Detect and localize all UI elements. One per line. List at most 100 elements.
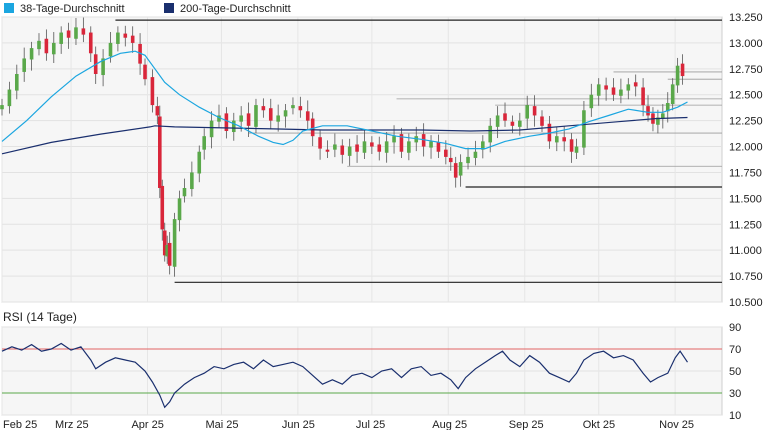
candle-body (670, 84, 675, 105)
price-tick-label: 12.000 (729, 142, 763, 154)
candle-body (661, 113, 665, 119)
candle-body (22, 58, 26, 72)
candle-body (392, 136, 396, 143)
candle-body (123, 33, 128, 38)
candle-body (298, 106, 303, 111)
candle-body (37, 40, 41, 50)
candle-body (466, 156, 470, 164)
candle-body (81, 28, 86, 35)
ma38-line (1, 50, 688, 150)
candle-body (150, 77, 155, 106)
candle-body (130, 35, 135, 43)
candle-body (665, 103, 670, 112)
candle-body (305, 111, 310, 121)
candle-body (239, 115, 243, 122)
candle-body (680, 63, 685, 77)
candles (0, 17, 685, 277)
candle-body (656, 117, 660, 125)
ma200-line (1, 116, 688, 155)
candle-body (0, 105, 4, 110)
legend: 38-Tage-Durchschnitt 200-Tage-Durchschni… (4, 3, 291, 15)
candle-body (254, 105, 258, 127)
x-axis: Feb 25 Mrz 25 Apr 25 Mai 25 Jun 25 Jul 25 Aug … (3, 419, 694, 430)
candle-body (384, 141, 389, 153)
rsi-panel: 90 70 50 30 10 (1, 322, 741, 422)
candle-body (29, 48, 34, 60)
candle-body (101, 58, 105, 76)
candle-body (540, 116, 544, 126)
candle-body (473, 151, 478, 158)
price-tick-label: 10.750 (729, 271, 763, 283)
candle-body (14, 74, 19, 91)
candle-body (407, 141, 411, 153)
candle-body (582, 110, 586, 148)
candle-body (217, 115, 221, 122)
candle-body (414, 136, 419, 143)
candle-body (458, 162, 463, 176)
level-lines (115, 19, 722, 283)
rsi-y-ticks: 90 70 50 30 10 (729, 322, 741, 422)
x-tick-label: Nov 25 (659, 419, 694, 430)
candle-body (448, 157, 453, 163)
candle-body (158, 116, 162, 188)
candle-body (444, 149, 448, 157)
candle-body (503, 113, 507, 121)
candle-body (66, 30, 71, 38)
candle-body (510, 121, 515, 126)
x-tick-label: Apr 25 (131, 419, 163, 430)
candle-body (333, 144, 337, 150)
candle-body (325, 149, 330, 152)
candle-body (155, 106, 160, 116)
price-tick-label: 12.500 (729, 90, 763, 102)
price-tick-label: 10.500 (729, 297, 763, 309)
candle-body (633, 82, 638, 87)
rsi-tick-label: 70 (729, 344, 741, 356)
candle-body (197, 151, 202, 174)
legend-label-ma38: 38-Tage-Durchschnitt (20, 3, 125, 15)
candle-body (276, 115, 280, 122)
x-tick-label: Jul 25 (356, 419, 385, 430)
candle-body (488, 125, 493, 143)
candle-body (525, 105, 530, 119)
candle-body (562, 137, 566, 142)
candle-body (7, 89, 12, 107)
price-tick-label: 12.750 (729, 64, 763, 76)
candle-body (377, 144, 382, 152)
candle-body (399, 134, 404, 152)
x-tick-label: Mrz 25 (55, 419, 89, 430)
candle-body (532, 106, 537, 116)
x-tick-label: Mai 25 (205, 419, 238, 430)
candle-body (143, 64, 147, 80)
candle-body (619, 89, 623, 96)
candle-body (355, 144, 359, 152)
x-tick-label: Aug 25 (432, 419, 467, 430)
price-tick-label: 12.250 (729, 116, 763, 128)
candle-body (182, 188, 187, 197)
candle-body (554, 136, 559, 143)
rsi-title: RSI (14 Tage) (3, 310, 77, 324)
legend-swatch-ma200 (164, 3, 174, 13)
price-plot-background (1, 16, 723, 303)
candle-body (246, 113, 251, 126)
price-tick-label: 11.000 (729, 245, 762, 257)
candle-body (231, 120, 236, 133)
candle-body (177, 198, 182, 221)
candle-body (421, 134, 426, 147)
candle-body (291, 105, 295, 109)
price-tick-label: 11.750 (729, 167, 762, 179)
rsi-tick-label: 50 (729, 366, 741, 378)
candle-body (429, 141, 433, 148)
price-tick-label: 13.250 (729, 12, 763, 24)
price-panel: 13.250 13.000 12.750 12.500 12.250 12.000 11.7… (0, 12, 763, 309)
candle-body (108, 42, 113, 57)
x-tick-label: Sep 25 (509, 419, 544, 430)
candle-body (116, 32, 120, 44)
price-y-ticks: 13.250 13.000 12.750 12.500 12.250 12.000 11.7… (729, 12, 763, 309)
candle-body (224, 113, 229, 131)
candle-body (51, 42, 56, 55)
candle-body (261, 106, 266, 111)
rsi-line (1, 342, 688, 409)
x-tick-label: Feb 25 (3, 419, 37, 430)
candle-body (641, 87, 645, 106)
